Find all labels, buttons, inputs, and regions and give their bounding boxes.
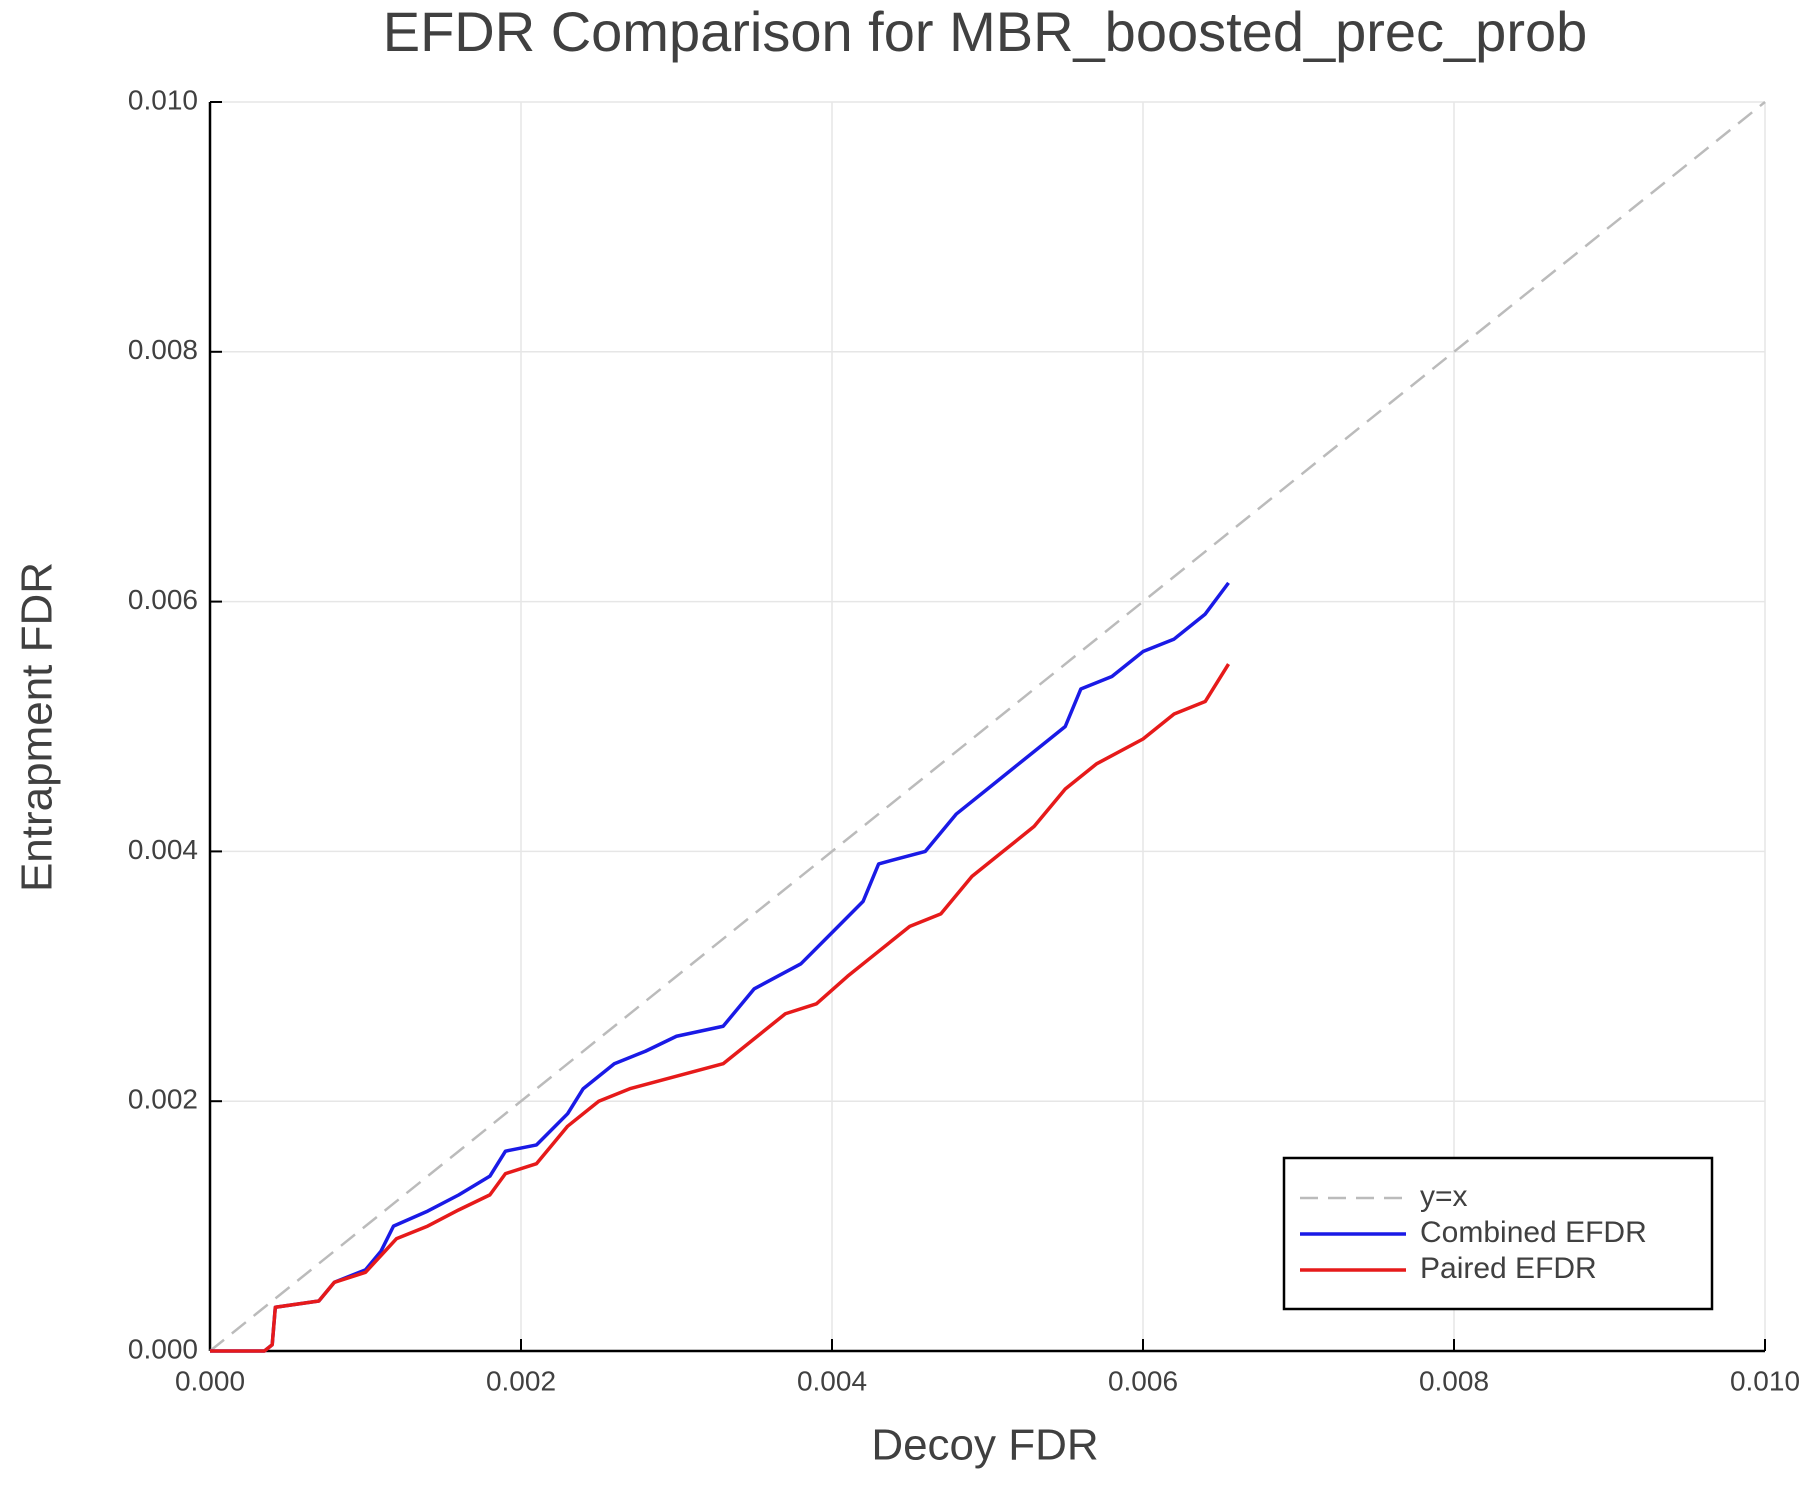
x-tick-label: 0.006 — [1108, 1365, 1178, 1396]
y-axis-label: Entrapment FDR — [13, 562, 62, 892]
legend-label: y=x — [1420, 1180, 1468, 1213]
line-series — [209, 101, 1766, 1352]
y-tick-label: 0.006 — [128, 584, 198, 615]
legend-label: Combined EFDR — [1420, 1216, 1647, 1249]
y-tick-label: 0.004 — [128, 834, 198, 865]
legend-label: Paired EFDR — [1420, 1252, 1597, 1285]
x-tick-label: 0.008 — [1419, 1365, 1489, 1396]
y-tick-label: 0.000 — [128, 1333, 198, 1364]
x-tick-label: 0.002 — [486, 1365, 556, 1396]
y-tick-label: 0.008 — [128, 334, 198, 365]
x-axis-label: Decoy FDR — [871, 1421, 1098, 1470]
line-series — [210, 581, 1230, 1353]
x-tick-label: 0.010 — [1730, 1365, 1800, 1396]
chart-title: EFDR Comparison for MBR_boosted_prec_pro… — [383, 0, 1588, 63]
y-tick-label: 0.002 — [128, 1084, 198, 1115]
x-tick-label: 0.000 — [175, 1365, 245, 1396]
line-series — [210, 663, 1231, 1353]
x-tick-label: 0.004 — [797, 1365, 867, 1396]
y-tick-label: 0.010 — [128, 84, 198, 115]
